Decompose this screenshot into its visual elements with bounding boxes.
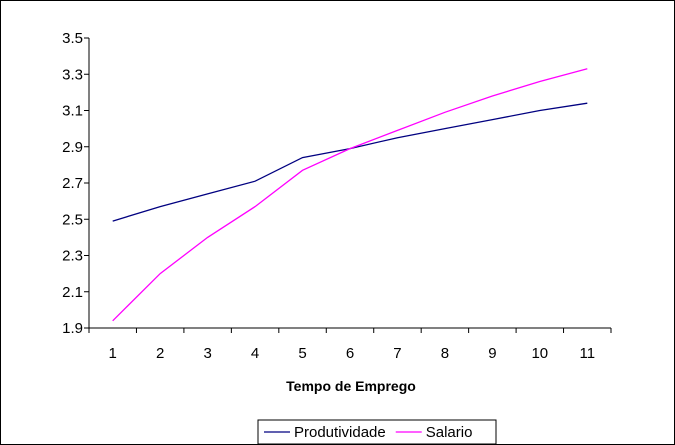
x-tick-label: 1 bbox=[109, 345, 117, 362]
x-tick-label: 11 bbox=[579, 345, 595, 362]
y-tick-label: 3.3 bbox=[62, 66, 83, 83]
x-tick-label: 5 bbox=[298, 345, 306, 362]
x-tick-label: 10 bbox=[531, 345, 548, 362]
legend: Produtividade Salario bbox=[257, 419, 497, 445]
x-axis-title: Tempo de Emprego bbox=[286, 378, 416, 394]
x-tick-label: 8 bbox=[441, 345, 449, 362]
y-tick-label: 2.7 bbox=[62, 175, 83, 192]
series-line-produtividade bbox=[112, 102, 588, 222]
y-tick-label: 2.3 bbox=[62, 248, 83, 265]
series-layer bbox=[112, 68, 588, 322]
y-tick-label: 2.5 bbox=[62, 211, 83, 228]
y-tick-label: 3.1 bbox=[62, 103, 83, 120]
x-axis: 1 2 3 4 5 6 7 8 9 10 11 bbox=[88, 327, 612, 362]
legend-box bbox=[257, 419, 497, 445]
x-tick-label: 9 bbox=[488, 345, 496, 362]
y-tick-label: 2.1 bbox=[62, 284, 83, 301]
y-tick-label: 2.9 bbox=[62, 139, 83, 156]
y-axis: 1.9 2.1 2.3 2.5 2.7 2.9 3.1 3.3 3.5 bbox=[62, 30, 90, 337]
x-tick-label: 6 bbox=[346, 345, 354, 362]
x-tick-label: 7 bbox=[393, 345, 401, 362]
x-tick-label: 4 bbox=[251, 345, 259, 362]
x-tick-label: 2 bbox=[156, 345, 164, 362]
series-line-salario bbox=[112, 68, 588, 322]
legend-label-salario: Salario bbox=[426, 424, 473, 441]
y-tick-label: 3.5 bbox=[62, 30, 83, 47]
y-tick-label: 1.9 bbox=[62, 320, 83, 337]
x-tick-label: 3 bbox=[203, 345, 211, 362]
legend-label-produtividade: Produtividade bbox=[294, 424, 386, 441]
